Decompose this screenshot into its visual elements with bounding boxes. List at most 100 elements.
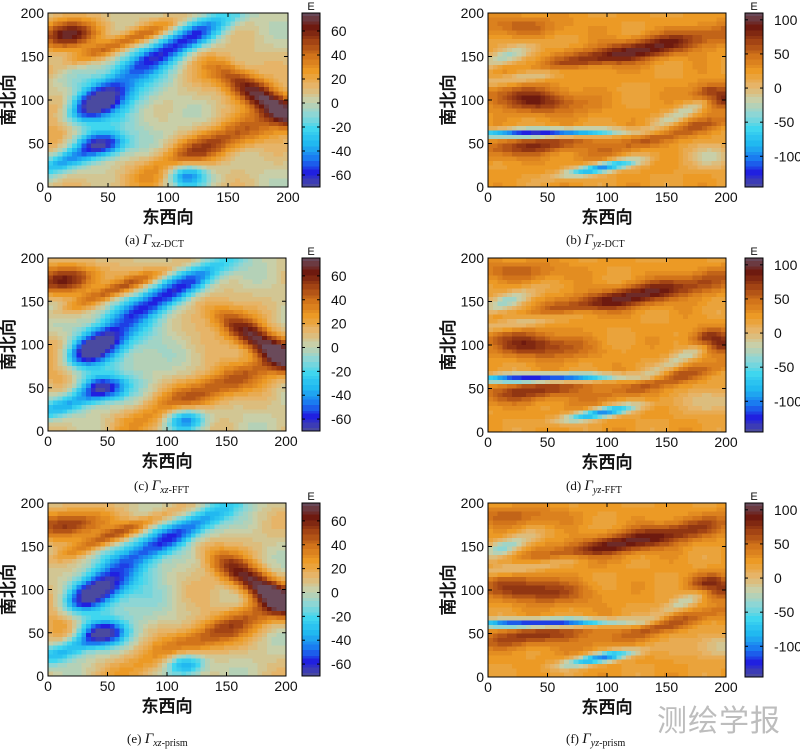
heatmap-cell [211, 147, 217, 153]
heatmap-cell [76, 126, 83, 132]
heatmap-cell [264, 17, 270, 23]
heatmap-cell [220, 152, 227, 158]
heatmap-cell [502, 156, 508, 162]
heatmap-cell [110, 134, 116, 140]
heatmap-cell [62, 279, 68, 285]
heatmap-cell [602, 60, 608, 66]
heatmap-cell [105, 413, 111, 419]
heatmap-cell [91, 165, 97, 171]
heatmap-cell [583, 169, 589, 175]
heatmap-cell [702, 182, 708, 188]
colorbar-swatch [745, 50, 763, 55]
heatmap-cell [626, 182, 632, 188]
heatmap-cell [597, 182, 603, 188]
heatmap-cell [706, 30, 713, 36]
heatmap-cell [649, 69, 656, 75]
heatmap-cell [683, 52, 689, 58]
heatmap-cell [559, 182, 565, 188]
heatmap-cell [268, 65, 275, 71]
heatmap-cell [554, 160, 560, 166]
heatmap-cell [225, 139, 231, 145]
heatmap-cell [115, 13, 121, 18]
heatmap-cell [702, 104, 708, 110]
heatmap-cell [216, 130, 222, 136]
heatmap-cell [564, 60, 570, 66]
heatmap-cell [702, 65, 708, 71]
heatmap-cell [645, 95, 651, 101]
heatmap-cell [278, 52, 284, 58]
heatmap-cell [52, 147, 59, 153]
heatmap-cell [201, 169, 207, 175]
heatmap-cell [645, 178, 651, 184]
heatmap-cell [530, 26, 537, 31]
heatmap-cell [114, 292, 120, 298]
heatmap-cell [211, 47, 217, 53]
heatmap-cell [530, 95, 537, 101]
heatmap-cell [182, 52, 188, 58]
heatmap-cell [545, 169, 551, 175]
heatmap-cell [616, 30, 622, 36]
heatmap-cell [105, 126, 111, 132]
heatmap-cell [67, 331, 73, 337]
heatmap-cell [597, 152, 603, 158]
heatmap-cell [583, 60, 589, 66]
heatmap-cell [602, 169, 608, 175]
heatmap-cell [673, 95, 679, 101]
heatmap-cell [516, 169, 522, 175]
heatmap-cell [144, 165, 150, 171]
heatmap-cell [583, 95, 589, 101]
colorbar-swatch [302, 160, 320, 165]
heatmap-cell [158, 100, 164, 105]
heatmap-cell [273, 178, 279, 184]
heatmap-cell [540, 95, 546, 101]
heatmap-cell [96, 73, 102, 79]
heatmap-cell [57, 165, 63, 171]
heatmap-cell [511, 56, 518, 62]
heatmap-cell [254, 117, 260, 123]
heatmap-cell [587, 95, 594, 101]
heatmap-cell [540, 130, 546, 136]
heatmap-cell [86, 134, 92, 140]
heatmap-cell [564, 91, 570, 97]
heatmap-cell [100, 100, 107, 105]
heatmap-cell [172, 126, 179, 132]
heatmap-cell [235, 65, 241, 71]
heatmap-cell [201, 78, 207, 84]
heatmap-cell [192, 65, 198, 71]
heatmap-cell [702, 91, 708, 97]
heatmap-cell [564, 130, 570, 136]
heatmap-cell [630, 100, 637, 105]
heatmap-cell [211, 121, 217, 127]
heatmap-cell [578, 17, 584, 23]
heatmap-cell [114, 418, 120, 423]
heatmap-cell [545, 30, 551, 36]
heatmap-cell [683, 100, 689, 105]
heatmap-cell [57, 262, 63, 268]
heatmap-cell [630, 108, 637, 114]
heatmap-cell [163, 100, 169, 105]
heatmap-cell [687, 147, 694, 153]
heatmap-cell [235, 30, 241, 36]
heatmap-cell [521, 100, 527, 105]
heatmap-cell [706, 52, 713, 58]
heatmap-cell [611, 56, 618, 62]
heatmap-cell [554, 156, 560, 162]
heatmap-cell [110, 26, 116, 31]
heatmap-cell [86, 275, 92, 281]
heatmap-cell [144, 100, 150, 105]
heatmap-cell [630, 113, 637, 118]
heatmap-cell [573, 39, 580, 45]
heatmap-cell [90, 292, 97, 298]
heatmap-cell [664, 104, 670, 110]
heatmap-cell [134, 130, 140, 136]
heatmap-cell [158, 95, 164, 101]
heatmap-cell [721, 52, 727, 58]
heatmap-cell [564, 108, 570, 114]
heatmap-cell [259, 95, 265, 101]
heatmap-cell [573, 95, 580, 101]
colorbar-tick-label: -60 [331, 167, 351, 183]
heatmap-cell [216, 152, 222, 158]
heatmap-cell [687, 121, 694, 127]
colorbar-swatch [745, 100, 763, 104]
